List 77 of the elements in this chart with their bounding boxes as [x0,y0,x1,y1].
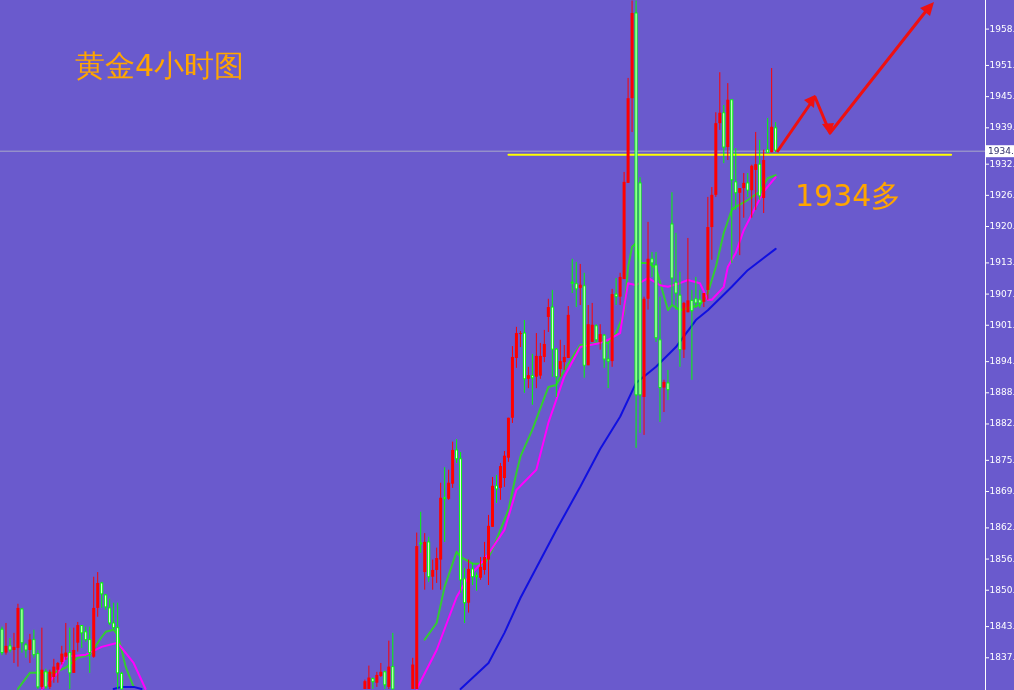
candlestick [0,626,4,656]
candlestick [391,632,395,690]
candlestick [443,466,447,543]
candlestick [570,258,574,294]
candlestick [88,626,92,674]
y-tick-label: 1939. [989,122,1014,133]
annotation: 1934多 [795,178,902,213]
candlestick [108,598,112,626]
y-tick-label: 1869. [989,486,1014,497]
y-tick-label: 1882. [989,418,1014,429]
y-tick-label: 1843. [989,621,1014,632]
y-tick-label: 1850. [989,584,1014,595]
candlestick [479,556,483,581]
candlestick [367,665,371,690]
candlestick [538,342,542,380]
y-tick-label: 1907. [989,288,1014,299]
candlestick [598,323,602,351]
candlestick [4,622,8,656]
candlestick [530,353,534,406]
candlestick [574,261,578,308]
y-tick-label: 1932. [989,158,1014,169]
candlestick [8,637,12,654]
candlestick [76,621,80,653]
candlestick [80,624,84,649]
candlestick [662,379,666,413]
candlestick [28,633,32,664]
candlestick [24,642,28,659]
text: 黄金4小时图 [75,48,245,83]
candlestick [614,277,618,306]
y-tick-label: 1920. [989,221,1014,232]
candlestick [578,263,582,306]
candlestick [754,131,758,211]
candlestick [64,622,68,661]
y-tick-label: 1862. [989,522,1014,533]
candlestick [774,121,778,153]
candlestick [742,172,746,219]
candlestick [72,627,76,674]
ref-line-label: 1934. [988,145,1014,156]
candlestick [44,668,48,690]
y-tick-label: 1856. [989,553,1014,564]
candlestick [471,562,475,586]
candlestick [534,332,538,389]
candlestick [40,627,44,690]
candlestick [666,369,670,401]
candlestick [734,147,738,211]
candlestick [419,511,423,554]
candlestick [100,581,104,609]
candlestick [60,645,64,666]
y-tick-label: 1901. [989,319,1014,330]
y-tick-label: 1951. [989,59,1014,70]
y-tick-label: 1837. [989,652,1014,663]
y-tick-label: 1894. [989,356,1014,367]
candlestick [48,669,52,690]
y-tick-label: 1913. [989,257,1014,268]
y-tick-label: 1888. [989,387,1014,398]
candlestick [387,640,391,690]
candlestick [738,187,742,256]
candlestick [431,559,435,591]
y-tick-label: 1945. [989,91,1014,102]
y-tick-label: 1875. [989,454,1014,465]
candlestick [526,366,530,389]
candlestick [494,474,498,504]
candlestick [698,289,702,309]
candlestick [475,572,479,592]
candlestick [56,661,60,684]
candlestick [718,71,722,131]
candlestick [746,172,750,198]
candlestick [546,298,550,333]
candlestick [52,658,56,684]
candlestick [371,677,375,690]
line-series [459,247,777,690]
candlestick [375,671,379,688]
y-tick-label: 1958. [989,23,1014,34]
candlestick [68,627,72,690]
y-tick-label: 1926. [989,189,1014,200]
candlestick [558,339,562,378]
candlestick [766,117,770,153]
